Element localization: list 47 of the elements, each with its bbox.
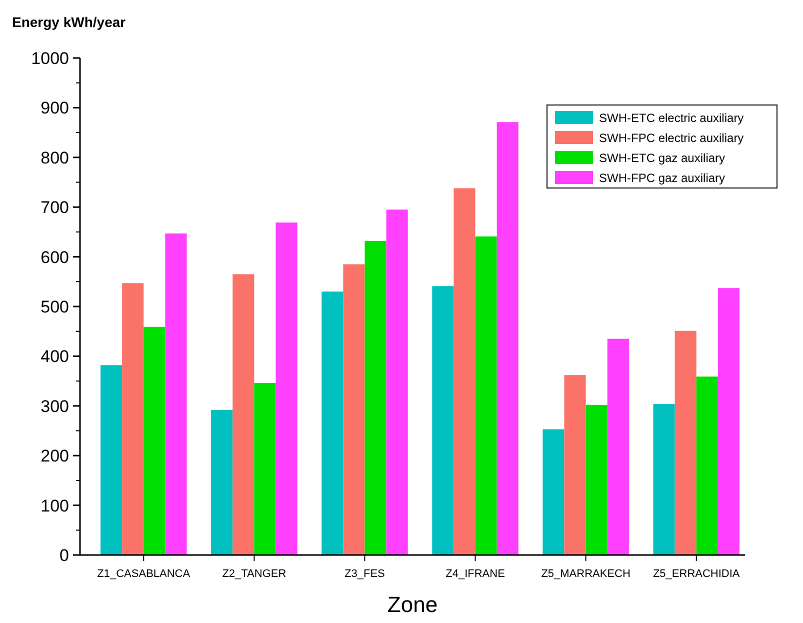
bar [386, 210, 408, 555]
bar [542, 429, 564, 555]
bar [322, 292, 344, 555]
y-tick-label: 500 [40, 297, 69, 316]
legend-label: SWH-ETC gaz auxiliary [599, 151, 726, 166]
bar [432, 286, 454, 555]
y-tick-label: 600 [40, 248, 69, 267]
y-tick-label: 100 [40, 496, 69, 516]
x-tick-label: Z5_MARRAKECH [541, 568, 630, 580]
legend-label: SWH-FPC gaz auxiliary [599, 171, 726, 186]
x-tick-label: Z3_FES [344, 568, 385, 580]
y-tick-label: 800 [40, 148, 69, 168]
y-tick-label: 700 [40, 198, 69, 218]
y-tick-label: 200 [40, 446, 69, 466]
y-tick-label: 400 [40, 347, 69, 366]
bar [674, 330, 696, 555]
bar [343, 264, 365, 555]
x-tick-label: Z5_ERRACHIDIA [652, 568, 740, 580]
y-tick-label: 1000 [31, 48, 69, 68]
bar [364, 240, 386, 555]
x-axis-title: Zone [387, 592, 438, 617]
bar [122, 283, 144, 555]
x-tick-label: Z1_CASABLANCA [97, 568, 191, 580]
bar [696, 376, 718, 555]
legend-label: SWH-FPC electric auxiliary [599, 131, 744, 146]
chart-title: Energy kWh/year [12, 14, 126, 30]
bar [100, 365, 122, 555]
bar [496, 122, 518, 555]
bar [254, 383, 276, 555]
bar [454, 188, 476, 555]
bar [564, 375, 586, 555]
bar [718, 288, 740, 555]
bar [276, 222, 298, 555]
bar [586, 404, 608, 555]
y-tick-label: 300 [40, 396, 69, 416]
legend-label: SWH-ETC electric auxiliary [599, 111, 744, 126]
bar [653, 404, 675, 555]
y-tick-label: 0 [60, 546, 69, 565]
bar [211, 410, 233, 555]
bar [475, 236, 497, 555]
x-tick-label: Z4_IFRANE [446, 568, 505, 580]
bar [165, 233, 187, 555]
y-tick-label: 900 [40, 98, 69, 118]
x-tick-label: Z2_TANGER [222, 568, 286, 580]
bar [607, 338, 629, 555]
bar [144, 326, 166, 555]
bar [232, 274, 254, 555]
